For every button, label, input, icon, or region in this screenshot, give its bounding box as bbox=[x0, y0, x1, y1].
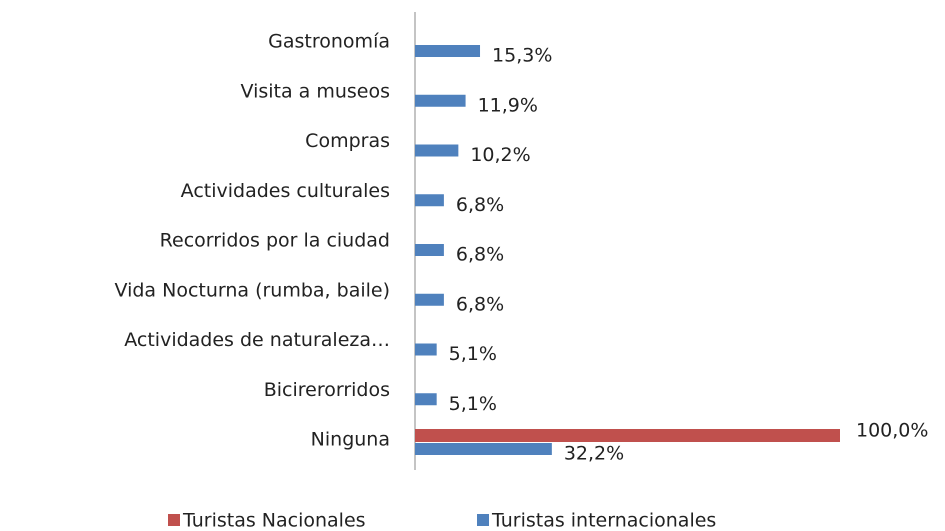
legend-swatch bbox=[477, 514, 489, 526]
bar bbox=[415, 144, 459, 157]
bar bbox=[415, 429, 840, 442]
value-label: 32,2% bbox=[564, 443, 624, 465]
value-label: 5,1% bbox=[449, 393, 497, 415]
bar bbox=[415, 244, 444, 256]
legend-label: Turistas Nacionales bbox=[182, 510, 366, 531]
category-label: Gastronomía bbox=[268, 31, 390, 53]
value-label: 5,1% bbox=[449, 343, 497, 365]
category-label: Bicirerorridos bbox=[264, 379, 390, 401]
category-label: Actividades de naturaleza… bbox=[124, 329, 390, 351]
category-label: Visita a museos bbox=[240, 80, 390, 102]
bar bbox=[415, 45, 481, 57]
bar bbox=[415, 194, 444, 207]
category-label: Compras bbox=[305, 130, 390, 152]
bar bbox=[415, 393, 437, 406]
value-label: 100,0% bbox=[856, 420, 928, 442]
value-label: 6,8% bbox=[456, 293, 504, 315]
value-label: 11,9% bbox=[478, 94, 538, 116]
bar bbox=[415, 293, 444, 306]
category-label: Recorridos por la ciudad bbox=[160, 230, 390, 252]
legend-swatch bbox=[168, 514, 180, 526]
bar bbox=[415, 343, 437, 356]
value-label: 15,3% bbox=[492, 45, 552, 67]
value-label: 6,8% bbox=[456, 244, 504, 266]
category-label: Vida Nocturna (rumba, baile) bbox=[115, 279, 391, 301]
category-label: Actividades culturales bbox=[181, 180, 390, 202]
value-label: 6,8% bbox=[456, 194, 504, 216]
legend-label: Turistas internacionales bbox=[491, 510, 716, 531]
bar bbox=[415, 443, 552, 455]
category-label: Ninguna bbox=[311, 429, 390, 451]
bar bbox=[415, 94, 466, 107]
value-label: 10,2% bbox=[470, 144, 530, 166]
